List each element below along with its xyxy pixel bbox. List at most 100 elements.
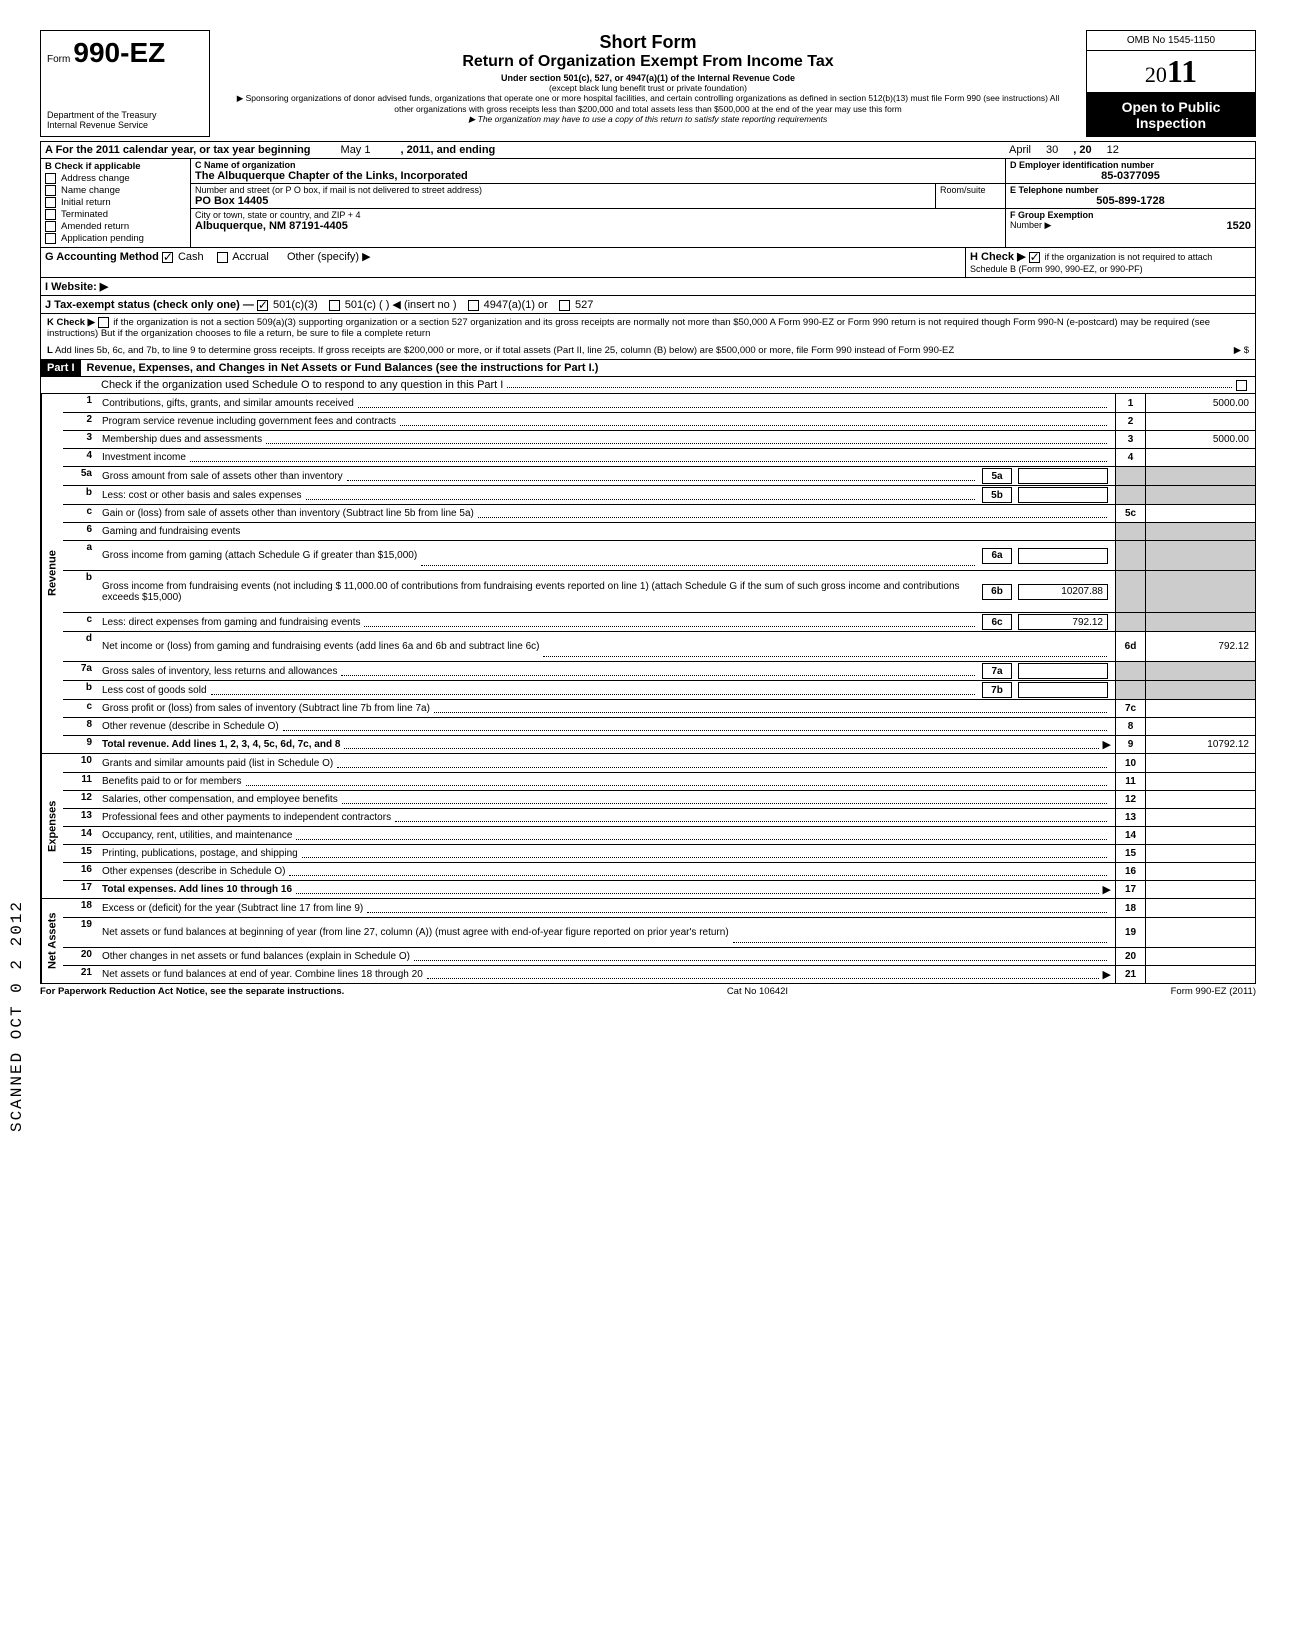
line-desc: Salaries, other compensation, and employ…: [102, 794, 338, 805]
line-desc: Program service revenue including govern…: [102, 416, 396, 427]
expenses-side-label: Expenses: [41, 754, 63, 898]
line-desc: Excess or (deficit) for the year (Subtra…: [102, 903, 363, 914]
check-address-change[interactable]: Address change: [45, 173, 186, 184]
omb-number: OMB No 1545-1150: [1086, 30, 1256, 51]
checkbox-icon[interactable]: [45, 209, 56, 220]
line-amount: [1145, 700, 1255, 717]
line-box: 2: [1115, 413, 1145, 430]
expenses-section: Expenses 10Grants and similar amounts pa…: [40, 753, 1256, 898]
checkbox-icon[interactable]: [45, 221, 56, 232]
line-desc: Net assets or fund balances at beginning…: [102, 927, 729, 938]
inner-box: 7b: [982, 682, 1012, 698]
checkbox-501c[interactable]: [329, 300, 340, 311]
line-16: 16Other expenses (describe in Schedule O…: [63, 862, 1255, 880]
line-num: d: [63, 632, 98, 661]
line-num: b: [63, 571, 98, 612]
arrow-icon: ▶: [1103, 968, 1111, 981]
b-item-4: Amended return: [61, 221, 129, 232]
part1-label: Part I: [41, 360, 81, 376]
line-box: 17: [1115, 881, 1145, 898]
g-label: G Accounting Method: [45, 251, 159, 263]
page-footer: For Paperwork Reduction Act Notice, see …: [40, 986, 1256, 997]
check-initial-return[interactable]: Initial return: [45, 197, 186, 208]
inner-amount: 792.12: [1018, 614, 1108, 630]
line-amount: [1145, 449, 1255, 466]
title-box: Short Form Return of Organization Exempt…: [218, 30, 1078, 137]
line-box-shaded: [1115, 467, 1145, 485]
line-box: 4: [1115, 449, 1145, 466]
check-amended[interactable]: Amended return: [45, 221, 186, 232]
line-box-shaded: [1115, 613, 1145, 631]
g-other: Other (specify) ▶: [287, 251, 371, 263]
revenue-section: Revenue 1Contributions, gifts, grants, a…: [40, 394, 1256, 753]
line-6a: aGross income from gaming (attach Schedu…: [63, 540, 1255, 570]
line-6c: cLess: direct expenses from gaming and f…: [63, 612, 1255, 631]
line-4: 4Investment income4: [63, 448, 1255, 466]
line-box-shaded: [1115, 486, 1145, 504]
street-label: Number and street (or P O box, if mail i…: [195, 185, 931, 195]
subtitle2: (except black lung benefit trust or priv…: [226, 83, 1070, 93]
line-box-shaded: [1115, 523, 1145, 540]
line-num: 2: [63, 413, 98, 430]
line-num: 19: [63, 918, 98, 947]
j-527: 527: [575, 299, 593, 311]
line-desc: Total revenue. Add lines 1, 2, 3, 4, 5c,…: [102, 739, 340, 750]
checkbox-k[interactable]: [98, 317, 109, 328]
checkbox-4947[interactable]: [468, 300, 479, 311]
dept1: Department of the Treasury: [47, 110, 203, 120]
checkbox-527[interactable]: [559, 300, 570, 311]
checkbox-icon[interactable]: [45, 233, 56, 244]
line-desc: Gross profit or (loss) from sales of inv…: [102, 703, 430, 714]
line-5b: bLess: cost or other basis and sales exp…: [63, 485, 1255, 504]
tax-year: 2011: [1086, 51, 1256, 93]
line-desc: Gain or (loss) from sale of assets other…: [102, 508, 474, 519]
d-label: D Employer identification number: [1010, 160, 1251, 170]
check-pending[interactable]: Application pending: [45, 233, 186, 244]
group-exemption: 1520: [1227, 220, 1251, 232]
checkbox-icon[interactable]: [45, 185, 56, 196]
line-box: 19: [1115, 918, 1145, 947]
line-13: 13Professional fees and other payments t…: [63, 808, 1255, 826]
line-num: 15: [63, 845, 98, 862]
line-box: 20: [1115, 948, 1145, 965]
line-amount-shaded: [1145, 681, 1255, 699]
line-12: 12Salaries, other compensation, and empl…: [63, 790, 1255, 808]
line-amount: [1145, 881, 1255, 898]
line-num: 3: [63, 431, 98, 448]
b-item-1: Name change: [61, 185, 120, 196]
line-num: 10: [63, 754, 98, 772]
line-num: 17: [63, 881, 98, 898]
line-box: 18: [1115, 899, 1145, 917]
subtitle1: Under section 501(c), 527, or 4947(a)(1)…: [226, 73, 1070, 83]
checkbox-icon[interactable]: [45, 197, 56, 208]
check-name-change[interactable]: Name change: [45, 185, 186, 196]
line-9: 9Total revenue. Add lines 1, 2, 3, 4, 5c…: [63, 735, 1255, 753]
line-num: 21: [63, 966, 98, 983]
line-10: 10Grants and similar amounts paid (list …: [63, 754, 1255, 772]
right-box: OMB No 1545-1150 2011 Open to Public Ins…: [1086, 30, 1256, 137]
f-label: F Group Exemption: [1010, 210, 1251, 220]
l-arrow: ▶ $: [1234, 345, 1249, 356]
checkbox-h[interactable]: [1029, 252, 1040, 263]
line-amount: 5000.00: [1145, 394, 1255, 412]
line-l: L Add lines 5b, 6c, and 7b, to line 9 to…: [41, 342, 1255, 359]
line-amount: [1145, 899, 1255, 917]
line-desc: Membership dues and assessments: [102, 434, 262, 445]
revenue-side-label: Revenue: [41, 394, 63, 753]
checkbox-accrual[interactable]: [217, 252, 228, 263]
checkbox-501c3[interactable]: [257, 300, 268, 311]
scanned-stamp: SCANNED OCT 0 2 2012: [8, 900, 26, 1132]
line-box: 21: [1115, 966, 1145, 983]
line-8: 8Other revenue (describe in Schedule O)8: [63, 717, 1255, 735]
checkbox-icon[interactable]: [45, 173, 56, 184]
line-desc: Less cost of goods sold: [102, 685, 207, 696]
g-accrual: Accrual: [232, 251, 269, 263]
checkbox-cash[interactable]: [162, 252, 173, 263]
checkbox-part1[interactable]: [1236, 380, 1247, 391]
check-terminated[interactable]: Terminated: [45, 209, 186, 220]
line-desc: Gross income from fundraising events (no…: [102, 581, 979, 603]
line-6d: dNet income or (loss) from gaming and fu…: [63, 631, 1255, 661]
line-desc: Gross sales of inventory, less returns a…: [102, 666, 337, 677]
arrow-icon: ▶: [1103, 883, 1111, 896]
line-21: 21Net assets or fund balances at end of …: [63, 965, 1255, 983]
